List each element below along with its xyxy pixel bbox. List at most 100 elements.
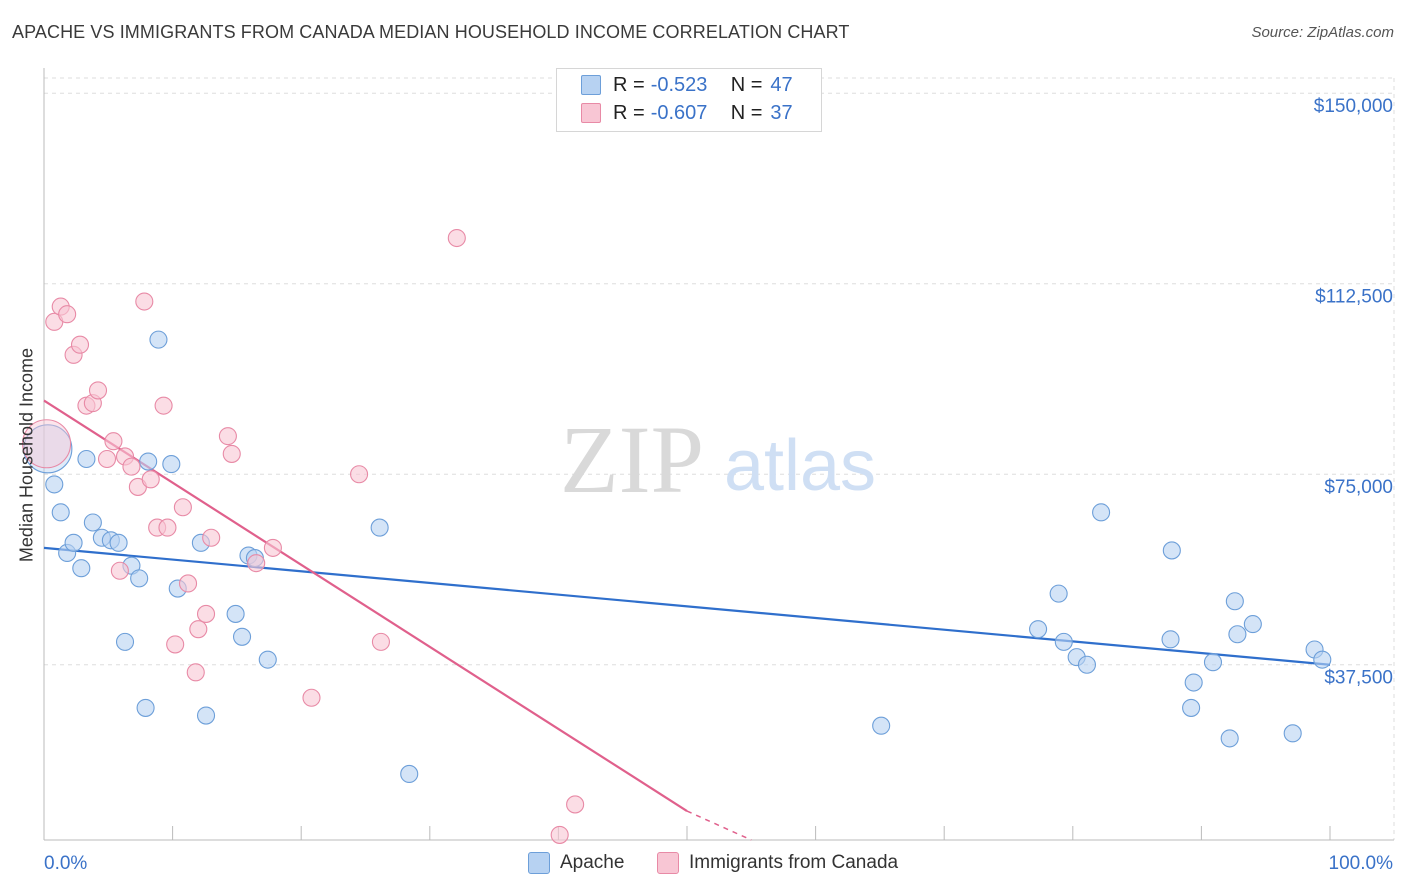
legend-n-value: 37 [770, 101, 793, 124]
watermark-zip: ZIP [560, 406, 704, 513]
data-point-apache [258, 650, 277, 669]
data-point-canada [22, 419, 72, 469]
y-axis-label: Median Household Income [16, 347, 37, 563]
data-point-apache [23, 424, 73, 474]
data-point-apache [45, 475, 64, 494]
data-point-apache [139, 452, 158, 471]
watermark-atlas: atlas [724, 426, 876, 506]
data-point-apache [400, 764, 419, 784]
data-point-apache [1184, 673, 1203, 692]
data-point-apache [64, 533, 83, 552]
legend-row-canada: R = -0.607 N = 37 [581, 101, 793, 125]
series-name-apache: Apache [560, 852, 625, 873]
data-point-canada [122, 457, 141, 476]
data-point-apache [1203, 653, 1223, 672]
data-point-apache [115, 632, 135, 651]
data-point-apache [872, 716, 891, 735]
data-point-apache [1161, 630, 1180, 649]
legend-r-label: R = [613, 73, 645, 96]
legend-r-value: -0.523 [650, 73, 708, 96]
data-point-canada [350, 465, 369, 484]
data-point-apache [72, 559, 91, 578]
data-point-canada [58, 305, 77, 324]
data-point-canada [566, 795, 585, 814]
data-point-canada [247, 554, 266, 573]
series-swatch-apache [528, 852, 550, 874]
data-point-apache [149, 330, 168, 349]
data-point-apache [1092, 503, 1111, 522]
y-tick-label: $37,500 [1324, 668, 1393, 689]
data-point-canada [166, 635, 185, 654]
data-point-canada [447, 228, 466, 248]
data-point-apache [136, 698, 155, 717]
data-point-canada [88, 381, 108, 400]
data-point-canada [141, 470, 160, 489]
data-point-apache [1228, 625, 1247, 644]
trend-extension-canada [686, 810, 752, 841]
data-point-apache [1313, 650, 1332, 669]
legend-n-label: N = [730, 101, 763, 124]
data-point-apache [130, 569, 149, 588]
data-point-apache [1054, 632, 1073, 651]
legend-r-label: R = [613, 101, 645, 124]
y-tick-label: $112,500 [1315, 287, 1393, 308]
data-point-apache [51, 503, 70, 522]
series-legend-canada[interactable]: Immigrants from Canada [657, 852, 898, 874]
data-point-apache [1283, 724, 1302, 743]
legend-swatch-canada [581, 103, 601, 123]
data-point-apache [1225, 592, 1244, 611]
axes-layer [43, 68, 1394, 841]
data-point-apache [83, 513, 102, 532]
data-point-canada [173, 498, 192, 517]
x-tick-label-max: 100.0% [1329, 853, 1394, 874]
data-point-canada [371, 632, 390, 651]
series-legend: Apache Immigrants from Canada [0, 852, 1406, 878]
data-point-canada [302, 688, 321, 707]
data-point-apache [232, 627, 252, 646]
data-point-apache [1243, 615, 1262, 634]
series-swatch-canada [657, 852, 679, 874]
legend-row-apache: R = -0.523 N = 47 [581, 73, 793, 97]
data-point-canada [104, 432, 123, 451]
data-point-canada [550, 825, 569, 844]
y-tick-label: $150,000 [1314, 96, 1393, 117]
legend-swatch-apache [581, 75, 601, 95]
data-point-apache [1182, 698, 1201, 717]
data-point-canada [178, 574, 198, 593]
data-point-canada [186, 663, 205, 682]
data-point-canada [202, 528, 221, 547]
data-point-canada [97, 449, 117, 469]
data-point-canada [110, 561, 129, 580]
series-legend-apache[interactable]: Apache [528, 852, 624, 874]
data-point-canada [222, 444, 241, 463]
correlation-legend: R = -0.523 N = 47 R = -0.607 N = 37 [556, 68, 822, 132]
data-point-canada [196, 604, 216, 623]
data-point-apache [109, 533, 128, 552]
source-label: Source: ZipAtlas.com [1251, 24, 1394, 41]
data-point-canada [158, 518, 177, 537]
legend-n-label: N = [730, 73, 763, 96]
x-tick-label-min: 0.0% [44, 853, 87, 874]
y-tick-label: $75,000 [1324, 477, 1393, 498]
data-point-canada [218, 427, 237, 446]
data-point-canada [154, 396, 173, 415]
data-point-apache [196, 706, 216, 725]
data-point-apache [1077, 655, 1096, 674]
points-layer [22, 228, 1332, 844]
legend-r-value: -0.607 [650, 101, 708, 124]
data-point-apache [1162, 541, 1181, 560]
data-point-canada [189, 620, 208, 639]
labels-layer: $37,500 $75,000 $112,500 $150,000 0.0% 100.0% [44, 96, 1393, 874]
data-point-apache [1029, 620, 1048, 639]
data-point-canada [70, 335, 90, 354]
data-point-apache [162, 455, 181, 474]
data-point-apache [370, 518, 389, 537]
data-point-apache [1049, 584, 1068, 603]
chart-title: APACHE VS IMMIGRANTS FROM CANADA MEDIAN … [12, 22, 850, 42]
data-point-canada [135, 292, 154, 311]
data-point-apache [1220, 729, 1239, 748]
legend-n-value: 47 [770, 73, 793, 96]
watermark: ZIP atlas [560, 406, 876, 513]
data-point-apache [77, 449, 96, 469]
